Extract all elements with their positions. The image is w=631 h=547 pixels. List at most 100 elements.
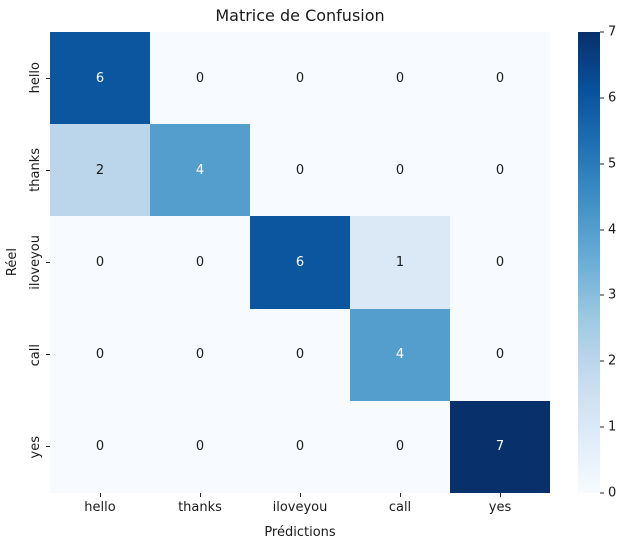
y-tick-hello: hello <box>24 32 50 124</box>
colorbar-tick-0: 0 <box>600 486 616 501</box>
colorbar-tick-mark <box>600 31 604 33</box>
heatmap-cell-iloveyou-hello: 0 <box>50 216 150 309</box>
heatmap-cell-hello-iloveyou: 0 <box>250 32 350 125</box>
cell-value: 4 <box>195 162 205 178</box>
x-tick-hello: hello <box>50 493 150 515</box>
cell-value: 0 <box>395 439 405 455</box>
x-tick-iloveyou: iloveyou <box>250 493 350 515</box>
y-tick-mark <box>46 354 50 356</box>
y-axis-tick-labels: hello thanks iloveyou call yes <box>24 32 50 493</box>
cell-value: 2 <box>95 162 105 178</box>
cell-value: 0 <box>295 70 305 86</box>
heatmap-cell-hello-call: 0 <box>350 32 450 125</box>
colorbar-tick-6: 6 <box>600 90 616 105</box>
cell-value: 0 <box>295 439 305 455</box>
x-tick-label: yes <box>488 500 512 515</box>
y-tick-mark <box>46 262 50 263</box>
colorbar-tick-mark <box>600 294 604 296</box>
cell-value: 0 <box>395 162 405 178</box>
cell-value: 6 <box>95 70 105 86</box>
heatmap-cell-call-thanks: 0 <box>150 308 250 401</box>
colorbar-tick-7: 7 <box>600 25 616 40</box>
cell-value: 0 <box>495 162 505 178</box>
cell-value: 0 <box>195 70 205 86</box>
heatmap-cell-call-call: 4 <box>350 308 450 401</box>
cell-value: 1 <box>395 254 405 270</box>
heatmap-cell-hello-yes: 0 <box>450 32 550 125</box>
y-tick-label: thanks <box>28 148 43 193</box>
x-tick-mark <box>99 493 101 497</box>
y-axis-label-text: Réel <box>4 248 20 277</box>
y-tick-label: iloveyou <box>28 235 43 290</box>
x-tick-mark <box>199 493 201 497</box>
y-axis-label: Réel <box>4 32 20 493</box>
colorbar-tick-label: 6 <box>608 90 617 106</box>
x-tick-label: hello <box>84 500 116 515</box>
colorbar-tick-4: 4 <box>600 222 616 237</box>
y-tick-iloveyou: iloveyou <box>24 216 50 308</box>
heatmap-cell-iloveyou-thanks: 0 <box>150 216 250 309</box>
colorbar-tick-label: 1 <box>608 419 617 435</box>
colorbar-tick-2: 2 <box>600 354 616 369</box>
x-tick-yes: yes <box>450 493 550 515</box>
y-tick-call: call <box>24 309 50 401</box>
cell-value: 0 <box>195 439 205 455</box>
heatmap-cell-iloveyou-call: 1 <box>350 216 450 309</box>
y-tick-label: hello <box>28 62 43 94</box>
x-tick-mark <box>299 493 301 497</box>
colorbar-tick-mark <box>600 163 604 165</box>
y-tick-mark <box>46 77 50 79</box>
cell-value: 0 <box>95 254 105 270</box>
cell-value: 0 <box>95 347 105 363</box>
colorbar <box>578 32 600 493</box>
cell-value: 0 <box>495 70 505 86</box>
x-tick-label: thanks <box>178 500 222 515</box>
colorbar-tick-label: 5 <box>608 156 617 172</box>
y-tick-thanks: thanks <box>24 124 50 216</box>
cell-value: 6 <box>295 254 305 270</box>
colorbar-tick-5: 5 <box>600 156 616 171</box>
heatmap-cell-iloveyou-yes: 0 <box>450 216 550 309</box>
heatmap-cell-hello-hello: 6 <box>50 32 150 125</box>
colorbar-tick-label: 3 <box>608 287 617 303</box>
colorbar-tick-label: 0 <box>608 485 617 501</box>
chart-title: Matrice de Confusion <box>215 6 385 25</box>
heatmap-cell-yes-hello: 0 <box>50 400 150 493</box>
y-tick-yes: yes <box>24 401 50 493</box>
y-tick-label: yes <box>28 435 43 459</box>
cell-value: 0 <box>495 347 505 363</box>
colorbar-tick-mark <box>600 360 604 362</box>
heatmap-cell-call-iloveyou: 0 <box>250 308 350 401</box>
colorbar-tick-3: 3 <box>600 288 616 303</box>
heatmap-cell-thanks-thanks: 4 <box>150 124 250 217</box>
cell-value: 0 <box>195 254 205 270</box>
x-tick-label: call <box>388 500 412 515</box>
heatmap-cell-thanks-yes: 0 <box>450 124 550 217</box>
heatmap-cell-call-yes: 0 <box>450 308 550 401</box>
y-tick-mark <box>46 446 50 448</box>
colorbar-tick-label: 2 <box>608 353 617 369</box>
cell-value: 0 <box>495 254 505 270</box>
heatmap-cell-yes-iloveyou: 0 <box>250 400 350 493</box>
colorbar-tick-labels: 7 6 5 4 3 2 1 0 <box>600 25 630 501</box>
x-tick-thanks: thanks <box>150 493 250 515</box>
heatmap-cell-thanks-hello: 2 <box>50 124 150 217</box>
colorbar-tick-label: 7 <box>608 24 617 40</box>
colorbar-tick-mark <box>600 426 604 428</box>
colorbar-tick-label: 4 <box>608 222 617 238</box>
cell-value: 0 <box>195 347 205 363</box>
x-tick-call: call <box>350 493 450 515</box>
x-tick-label: iloveyou <box>272 500 328 515</box>
cell-value: 7 <box>495 439 505 455</box>
cell-value: 0 <box>395 70 405 86</box>
y-tick-label: call <box>28 343 43 366</box>
heatmap-cell-yes-yes: 7 <box>450 400 550 493</box>
cell-value: 0 <box>95 439 105 455</box>
heatmap-cell-yes-call: 0 <box>350 400 450 493</box>
heatmap-cell-hello-thanks: 0 <box>150 32 250 125</box>
cell-value: 4 <box>395 347 405 363</box>
heatmap-cell-thanks-call: 0 <box>350 124 450 217</box>
heatmap-cell-iloveyou-iloveyou: 6 <box>250 216 350 309</box>
heatmap-cell-thanks-iloveyou: 0 <box>250 124 350 217</box>
